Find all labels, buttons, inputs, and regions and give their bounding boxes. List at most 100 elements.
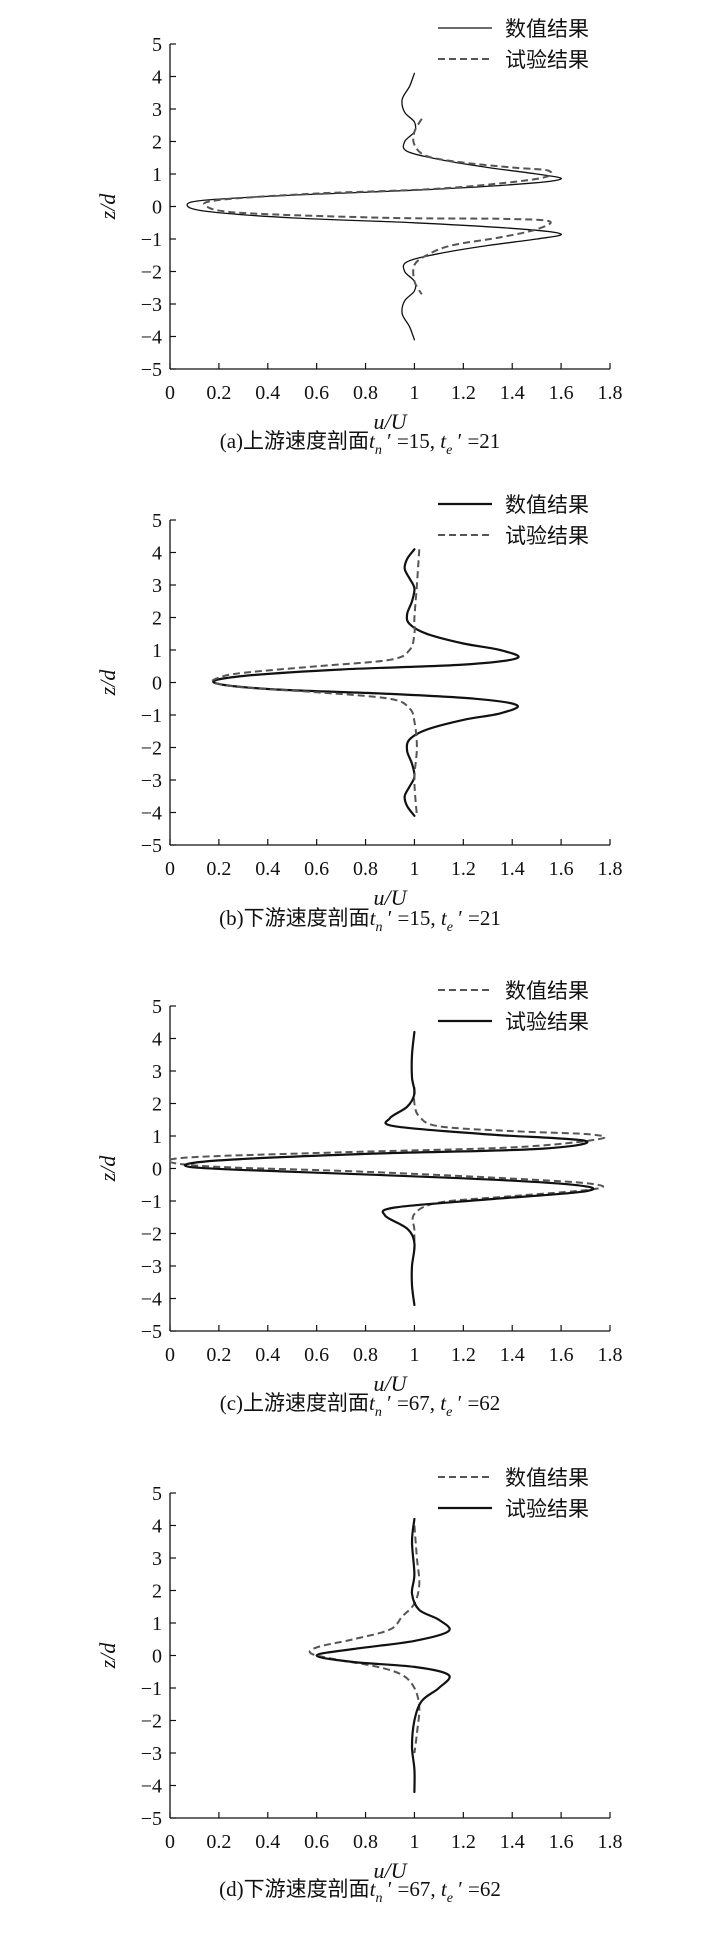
y-tick-label: 1 [152, 640, 162, 662]
x-tick-label: 0.2 [206, 382, 231, 404]
y-tick-label: 5 [152, 1483, 162, 1505]
x-tick-label: 0 [165, 382, 175, 404]
y-tick-label: −1 [141, 1191, 162, 1213]
x-tick-label: 1.2 [451, 1831, 476, 1853]
y-tick-label: 1 [152, 1126, 162, 1148]
x-axis-label: u/U [374, 409, 409, 434]
x-tick-label: 1.8 [598, 1344, 623, 1366]
series-line-1 [211, 549, 421, 816]
series-line-0 [186, 72, 562, 341]
series-line-1 [183, 1030, 595, 1307]
y-tick-label: 0 [152, 1646, 162, 1668]
x-tick-label: 0.2 [206, 1831, 231, 1853]
legend-label: 试验结果 [505, 48, 589, 72]
series-line-0 [212, 548, 520, 817]
y-tick-label: −5 [141, 359, 162, 381]
y-tick-label: 1 [152, 1613, 162, 1635]
y-tick-label: 0 [152, 673, 162, 695]
y-tick-label: −1 [141, 1678, 162, 1700]
y-tick-label: −2 [141, 738, 162, 760]
x-tick-label: 1.8 [598, 858, 623, 880]
x-tick-label: 0.4 [255, 1831, 280, 1853]
x-tick-label: 0.6 [304, 1831, 329, 1853]
x-tick-label: 1.6 [549, 1831, 574, 1853]
x-tick-label: 1.4 [500, 382, 525, 404]
x-axis-label: u/U [374, 885, 409, 910]
x-tick-label: 0.4 [255, 1344, 280, 1366]
y-tick-label: 4 [152, 543, 162, 565]
x-tick-label: 1.6 [549, 382, 574, 404]
y-tick-label: −3 [141, 1256, 162, 1278]
panel-caption: (d)下游速度剖面tn ′ =67, te ′ =62 [219, 1877, 501, 1906]
y-tick-label: 3 [152, 575, 162, 597]
x-tick-label: 0.4 [255, 858, 280, 880]
y-tick-label: 0 [152, 1159, 162, 1181]
y-tick-label: −4 [141, 1289, 162, 1311]
y-tick-label: 0 [152, 197, 162, 219]
y-tick-label: −3 [141, 1743, 162, 1765]
y-tick-label: −1 [141, 705, 162, 727]
x-tick-label: 1.4 [500, 858, 525, 880]
panel-caption: (c)上游速度剖面tn ′ =67, te ′ =62 [220, 1391, 501, 1420]
y-axis-label: z/d [95, 1642, 120, 1670]
x-tick-label: 0.6 [304, 382, 329, 404]
y-tick-label: 3 [152, 1548, 162, 1570]
x-tick-label: 0.8 [353, 1344, 378, 1366]
y-tick-label: −4 [141, 803, 162, 825]
x-tick-label: 1 [409, 858, 419, 880]
x-tick-label: 0 [165, 858, 175, 880]
y-tick-label: −4 [141, 1776, 162, 1798]
y-tick-label: −5 [141, 1321, 162, 1343]
y-tick-label: −1 [141, 229, 162, 251]
y-tick-label: −2 [141, 1224, 162, 1246]
legend-label: 数值结果 [505, 1466, 589, 1490]
y-tick-label: −4 [141, 327, 162, 349]
y-tick-label: 5 [152, 510, 162, 532]
x-tick-label: 1.2 [451, 858, 476, 880]
x-tick-label: 0.8 [353, 858, 378, 880]
y-tick-label: −3 [141, 770, 162, 792]
legend-label: 数值结果 [505, 979, 589, 1003]
x-tick-label: 1.2 [451, 382, 476, 404]
x-axis-label: u/U [374, 1371, 409, 1396]
x-tick-label: 0.8 [353, 1831, 378, 1853]
y-tick-label: 1 [152, 164, 162, 186]
y-tick-label: 5 [152, 34, 162, 56]
x-axis-label: u/U [374, 1858, 409, 1883]
panel-caption: (b)下游速度剖面tn ′ =15, te ′ =21 [219, 906, 501, 935]
x-tick-label: 1.4 [500, 1344, 525, 1366]
x-tick-label: 1.2 [451, 1344, 476, 1366]
x-tick-label: 1.6 [549, 858, 574, 880]
y-tick-label: −3 [141, 294, 162, 316]
series-line-1 [202, 118, 553, 295]
series-line-1 [315, 1517, 451, 1794]
x-tick-label: 1 [409, 382, 419, 404]
x-tick-label: 1.8 [598, 382, 623, 404]
x-tick-label: 0.6 [304, 1344, 329, 1366]
series-line-0 [167, 1087, 606, 1250]
y-tick-label: 2 [152, 1581, 162, 1603]
x-tick-label: 0.4 [255, 382, 280, 404]
y-tick-label: 4 [152, 1516, 162, 1538]
legend-label: 数值结果 [505, 17, 589, 41]
y-axis-label: z/d [95, 669, 120, 697]
legend-label: 试验结果 [505, 1497, 589, 1521]
x-tick-label: 0 [165, 1831, 175, 1853]
panel-caption: (a)上游速度剖面tn ′ =15, te ′ =21 [220, 429, 501, 458]
x-tick-label: 1 [409, 1831, 419, 1853]
series-line-0 [308, 1525, 421, 1754]
legend-label: 数值结果 [505, 493, 589, 517]
y-tick-label: 2 [152, 608, 162, 630]
y-tick-label: 4 [152, 67, 162, 89]
x-tick-label: 0.8 [353, 382, 378, 404]
y-tick-label: −5 [141, 1808, 162, 1830]
x-tick-label: 0 [165, 1344, 175, 1366]
y-axis-label: z/d [95, 193, 120, 221]
x-tick-label: 0.6 [304, 858, 329, 880]
y-tick-label: 5 [152, 996, 162, 1018]
